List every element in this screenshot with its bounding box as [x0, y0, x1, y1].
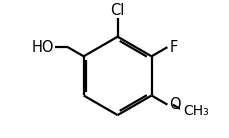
- Text: O: O: [168, 97, 180, 112]
- Text: Cl: Cl: [110, 3, 124, 18]
- Text: F: F: [169, 40, 177, 55]
- Text: CH₃: CH₃: [182, 104, 208, 118]
- Text: HO: HO: [31, 40, 54, 55]
